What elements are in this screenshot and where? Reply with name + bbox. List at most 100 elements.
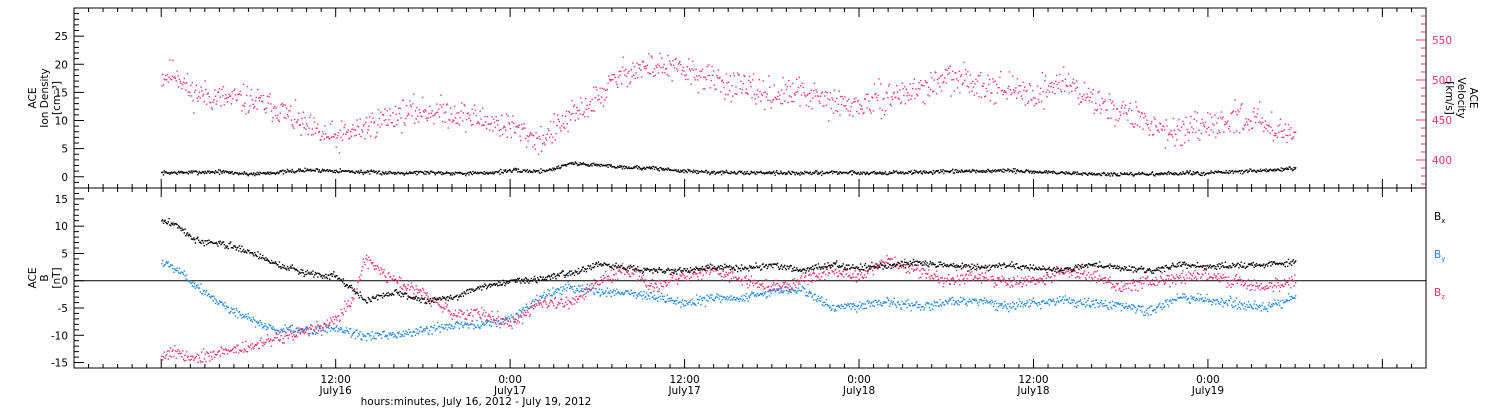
bz-series-point [257,342,259,344]
by-series-point [1122,303,1124,305]
density-series-point [779,172,781,174]
density-series-point [164,172,166,174]
velocity-series-point [575,112,577,114]
by-series-point [1254,300,1256,302]
density-series-point [772,170,775,173]
density-series-point [465,174,467,177]
by-series-point [366,332,369,335]
density-series-point [410,171,413,174]
by-series-point [1129,306,1131,308]
velocity-series-point [337,132,340,134]
by-series-point [635,297,637,299]
density-series-point [401,172,403,174]
density-series-point [1171,173,1174,175]
by-series-point [288,326,290,329]
velocity-series-point [190,95,193,97]
velocity-series-point [1219,131,1221,134]
velocity-series-point [942,82,944,84]
density-series-point [605,164,607,166]
by-series-point [673,302,675,305]
velocity-series-point [746,92,748,94]
velocity-series-point [776,98,778,100]
velocity-series-point [932,91,934,93]
by-series-point [1107,308,1110,311]
velocity-series-point [535,132,537,134]
velocity-series-point [977,75,979,77]
bz-series-point [415,285,417,287]
density-series-point [405,172,407,175]
by-series-point [643,291,645,293]
by-series-point [1246,304,1248,306]
density-series-point [1155,173,1157,175]
bz-series-point [441,307,443,309]
velocity-series-point [1027,102,1029,104]
density-series-point [370,169,373,171]
by-series-point [345,330,347,332]
bz-series-point [364,263,366,266]
velocity-series-point [813,82,816,84]
bz-series-point [189,359,191,361]
density-series-point [918,171,920,173]
by-series-point [351,334,353,337]
density-series-point [313,170,316,172]
velocity-series-point [1140,111,1143,114]
by-series-point [954,302,956,304]
velocity-series-point [1045,91,1047,94]
by-series-point [1047,302,1049,305]
by-series-point [470,323,473,325]
density-series-point [178,172,181,174]
bz-series-point [625,271,628,273]
by-series-point [568,283,570,286]
density-series-point [802,173,804,175]
bz-series-point [410,282,413,284]
velocity-series-point [900,102,902,105]
by-series-point [1021,301,1023,303]
density-series-point [244,172,246,174]
velocity-series-point [1040,100,1043,103]
by-series-point [353,332,355,334]
density-series-point [366,170,369,172]
velocity-series-point [845,108,848,110]
bz-series-point [393,279,396,281]
by-series-point [1105,304,1107,307]
by-series-point [536,294,538,297]
density-series-point [219,169,221,171]
bz-series-point [631,272,633,274]
by-series-point [450,324,453,326]
bz-series-point [178,350,181,352]
bz-series-point [200,361,202,364]
density-series-point [786,173,788,175]
velocity-series-point [912,82,915,85]
velocity-series-point [1047,85,1050,87]
velocity-series-point [1063,66,1065,68]
by-series-point [1230,297,1232,299]
by-series-point [585,292,588,294]
density-series-point [294,171,297,173]
bz-series-point [579,296,581,298]
velocity-series-point [290,119,293,121]
by-series-point [1050,300,1052,302]
density-series-point [1204,173,1207,175]
by-series-point [166,262,169,265]
by-series-point [248,316,250,318]
bz-series-point [509,324,511,327]
density-series-point [846,172,848,174]
density-series-point [826,171,828,173]
bz-series-point [592,287,594,290]
bz-series-point [638,275,640,278]
by-series-point [1155,307,1158,309]
velocity-series-point [854,100,856,103]
density-series-point [1260,170,1262,172]
density-series-point [1231,170,1234,172]
density-series-point [891,172,893,174]
bz-series-point [602,275,604,277]
bz-series-point [628,273,630,275]
density-series-point [950,169,952,172]
velocity-series-point [197,100,199,102]
velocity-series-point [717,69,720,71]
velocity-series-point [533,135,535,137]
bz-series-point [236,345,238,347]
velocity-series-point [603,88,605,90]
density-series-point [1240,170,1242,172]
density-series-point [1289,166,1291,168]
